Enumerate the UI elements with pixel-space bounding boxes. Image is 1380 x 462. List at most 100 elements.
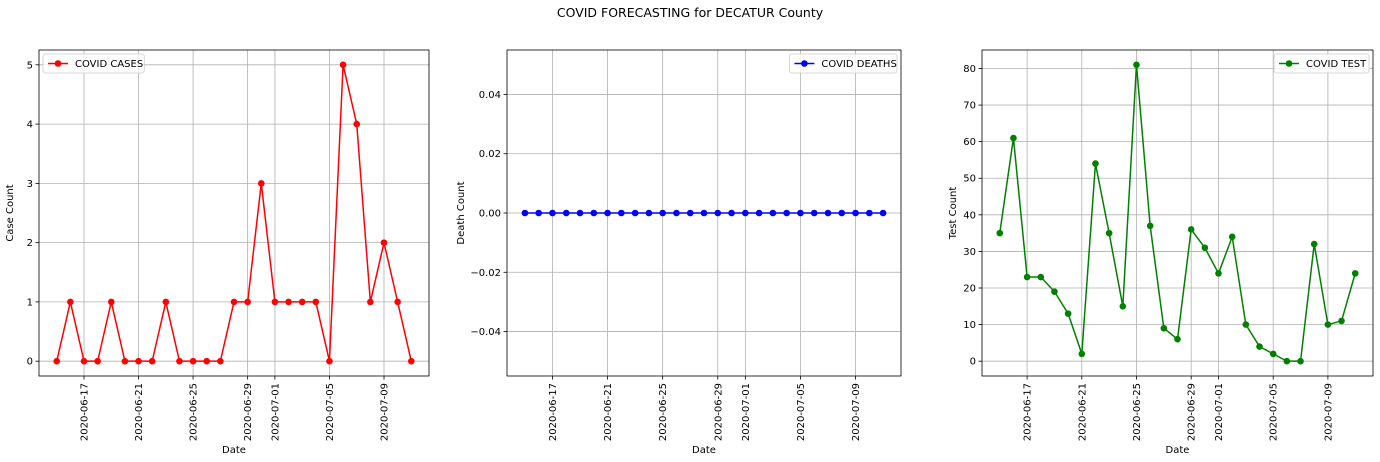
data-point: [562, 209, 570, 217]
data-point: [230, 298, 238, 306]
x-axis-label: Date: [1166, 445, 1190, 456]
data-point: [394, 298, 401, 306]
y-tick-label: 60: [963, 137, 976, 148]
data-point: [769, 209, 777, 217]
data-point: [590, 209, 598, 217]
data-point: [53, 357, 61, 365]
data-point: [1310, 240, 1318, 248]
x-tick-label: 2020-07-05: [796, 383, 807, 441]
data-point: [1010, 134, 1017, 142]
data-point: [339, 61, 347, 69]
data-point: [1051, 288, 1058, 295]
data-point: [1146, 222, 1154, 230]
x-tick-label: 2020-07-09: [851, 383, 862, 441]
x-tick-label: 2020-06-25: [189, 383, 200, 441]
data-point: [535, 209, 542, 217]
data-point: [1119, 302, 1127, 310]
x-axis-label: Date: [692, 445, 716, 456]
x-tick-label: 2020-06-25: [658, 383, 669, 441]
data-point: [1092, 160, 1099, 167]
x-tick-label: 2020-06-17: [548, 383, 559, 441]
y-tick-label: 0: [27, 357, 33, 368]
y-tick-label: −0.04: [470, 327, 501, 338]
data-point: [217, 357, 224, 365]
data-point: [1297, 357, 1304, 365]
data-point: [1187, 226, 1195, 233]
y-tick-label: 0.04: [479, 90, 501, 101]
subplot-2: 0.04 0.02 0.00 −0.02 −0.04 2020-06-17 2020-06-…: [456, 49, 902, 456]
x-axis-label: Date: [222, 445, 246, 456]
data-point: [326, 357, 333, 365]
data-point: [645, 209, 653, 217]
data-point: [838, 209, 846, 217]
data-point: [755, 209, 763, 217]
data-point: [1105, 229, 1113, 237]
data-point: [576, 209, 584, 217]
legend-box: [789, 53, 898, 74]
data-point: [810, 209, 818, 217]
x-tick-label: 2020-06-21: [603, 383, 614, 441]
y-tick-label: 3: [27, 179, 33, 190]
data-point: [1023, 273, 1031, 281]
data-point: [67, 298, 74, 306]
data-point: [1215, 270, 1222, 277]
legend: COVID CASES: [42, 53, 145, 74]
legend-label: COVID DEATHS: [821, 59, 896, 70]
y-tick-label: 50: [963, 174, 976, 185]
data-point: [1133, 61, 1140, 69]
data-point: [1242, 321, 1250, 328]
x-tick-label: 2020-06-25: [1132, 383, 1143, 441]
data-point: [1201, 244, 1209, 252]
data-point: [673, 209, 680, 217]
data-point: [742, 209, 749, 217]
data-point: [244, 298, 251, 306]
x-tick-label: 2020-07-01: [1214, 383, 1225, 441]
figure-title: COVID FORECASTING for DECATUR County: [556, 5, 824, 20]
x-tick-label: 2020-06-21: [134, 383, 145, 441]
subplot-1: 0 1 2 3 4 5 2020-06-17 2020-06-21 2020-06-25 2020…: [5, 49, 430, 456]
data-point: [728, 209, 735, 217]
data-point: [1269, 350, 1277, 358]
data-point: [686, 209, 694, 217]
y-tick-label: 0: [970, 357, 976, 368]
legend-box: [42, 53, 145, 74]
data-point: [176, 357, 183, 365]
y-tick-label: 20: [963, 284, 976, 295]
x-tick-label: 2020-06-29: [243, 383, 254, 441]
plot-frame: [506, 49, 902, 377]
data-point: [1078, 350, 1086, 358]
data-point: [1064, 310, 1072, 317]
x-tick-label: 2020-07-01: [741, 383, 752, 441]
x-tick-label: 2020-07-01: [270, 383, 281, 441]
data-point: [866, 209, 873, 217]
y-tick-label: 4: [27, 120, 33, 131]
data-point: [797, 209, 804, 217]
data-point: [783, 209, 790, 217]
data-point: [549, 209, 556, 217]
data-point: [203, 357, 211, 365]
data-point: [135, 357, 142, 365]
data-point: [824, 209, 832, 217]
data-point: [1324, 321, 1332, 328]
y-tick-label: 10: [963, 320, 976, 331]
data-point: [879, 209, 887, 217]
data-point: [121, 357, 129, 365]
data-point: [631, 209, 639, 217]
x-tick-label: 2020-06-17: [80, 383, 91, 441]
y-tick-label: 80: [963, 64, 976, 75]
data-point: [353, 120, 361, 128]
x-tick-label: 2020-07-05: [325, 383, 336, 441]
data-point: [189, 357, 197, 365]
series-line: [999, 64, 1356, 362]
data-point: [148, 357, 156, 365]
legend-marker: [801, 60, 808, 67]
legend-box: [1273, 53, 1370, 74]
x-tick-label: 2020-07-09: [1323, 383, 1334, 441]
y-tick-label: 5: [27, 60, 33, 71]
y-tick-label: 1: [27, 297, 33, 308]
data-point: [80, 357, 88, 365]
data-point: [700, 209, 708, 217]
data-point: [852, 209, 859, 217]
data-point: [1160, 324, 1168, 332]
data-point: [94, 357, 101, 365]
